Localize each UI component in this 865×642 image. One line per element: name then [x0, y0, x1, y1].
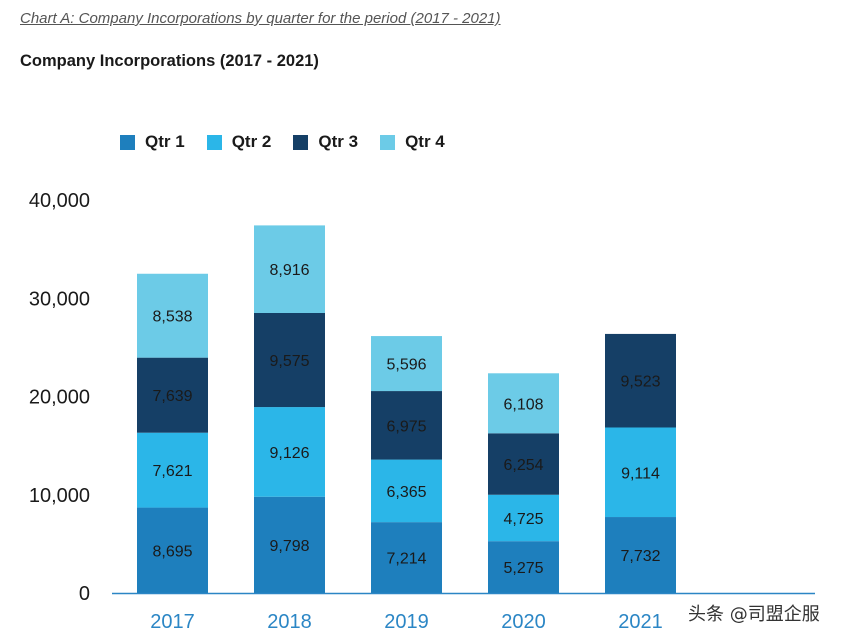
data-label-2017-q2: 7,621: [152, 463, 192, 480]
bar-2017-q2: [137, 432, 208, 508]
bar-2019-q1: [371, 522, 442, 593]
data-label-2020-q4: 6,108: [503, 396, 543, 413]
bar-2021-q1: [605, 517, 676, 593]
x-tick-label-2017: 2017: [150, 611, 195, 633]
legend-swatch-qtr4: [380, 134, 396, 150]
x-tick-label-2019: 2019: [384, 611, 429, 633]
bar-2020-q2: [488, 494, 559, 542]
bar-2017-q3: [137, 357, 208, 433]
data-label-2020-q1: 5,275: [503, 560, 543, 577]
legend-swatch-qtr1: [120, 134, 135, 150]
y-tick-label-4: 40,000: [29, 190, 90, 212]
watermark: 头条 @司盟企服: [688, 604, 820, 625]
bar-2017-q4: [137, 273, 208, 358]
bar-2018-q3: [254, 312, 325, 408]
data-label-2021-q2: 9,114: [621, 465, 660, 482]
bar-2020-q4: [488, 373, 559, 434]
data-label-2018-q4: 8,916: [269, 262, 309, 279]
x-tick-label-2018: 2018: [267, 611, 312, 633]
legend-swatch-qtr2: [206, 134, 222, 150]
data-label-2018-q1: 9,798: [269, 538, 309, 555]
bar-2019-q3: [371, 391, 442, 460]
x-tick-label-2020: 2020: [501, 611, 546, 633]
legend: Qtr 1 Qtr 2 Qtr 3 Qtr 4: [120, 132, 445, 152]
y-tick-label-1: 10,000: [29, 485, 90, 507]
data-label-2020-q3: 6,254: [503, 457, 543, 474]
bar-2019-q2: [371, 459, 442, 523]
legend-label-qtr1: Qtr 1: [145, 132, 185, 151]
legend-item-qtr3: Qtr 3: [293, 132, 358, 152]
y-tick-label-2: 20,000: [29, 387, 90, 409]
legend-item-qtr2: Qtr 2: [206, 132, 272, 152]
legend-label-qtr4: Qtr 4: [405, 132, 445, 151]
bar-2021-q3: [605, 333, 676, 428]
bar-2019-q4: [371, 336, 442, 392]
data-label-2019-q2: 6,365: [386, 484, 426, 501]
bar-2020-q1: [488, 541, 559, 593]
chart-caption: Chart A: Company Incorporations by quart…: [20, 10, 501, 27]
data-label-2019-q4: 5,596: [386, 357, 426, 374]
legend-item-qtr4: Qtr 4: [380, 132, 445, 152]
data-label-2018-q3: 9,575: [269, 353, 309, 370]
data-label-2021-q1: 7,732: [620, 548, 660, 565]
bar-2020-q3: [488, 433, 559, 495]
legend-swatch-qtr3: [293, 134, 309, 150]
data-label-2017-q4: 8,538: [152, 309, 192, 326]
legend-label-qtr3: Qtr 3: [318, 132, 359, 151]
data-label-2021-q3: 9,523: [620, 374, 660, 391]
data-label-2019-q1: 7,214: [386, 551, 426, 568]
x-tick-label-2021: 2021: [618, 611, 663, 633]
legend-label-qtr2: Qtr 2: [231, 132, 272, 151]
data-label-2019-q3: 6,975: [386, 418, 426, 435]
bar-2021-q2: [605, 427, 676, 518]
bar-2018-q2: [254, 407, 325, 497]
data-label-2017-q1: 8,695: [152, 543, 192, 560]
y-tick-label-0: 0: [79, 583, 90, 605]
legend-item-qtr1: Qtr 1: [120, 132, 185, 152]
y-tick-label-3: 30,000: [29, 288, 90, 310]
bar-2017-q1: [137, 507, 208, 593]
bar-2018-q4: [254, 225, 325, 313]
data-label-2018-q2: 9,126: [269, 445, 309, 462]
bar-2018-q1: [254, 496, 325, 593]
data-label-2020-q2: 4,725: [503, 511, 543, 528]
data-label-2017-q3: 7,639: [152, 388, 192, 405]
chart-title: Company Incorporations (2017 - 2021): [20, 52, 319, 70]
